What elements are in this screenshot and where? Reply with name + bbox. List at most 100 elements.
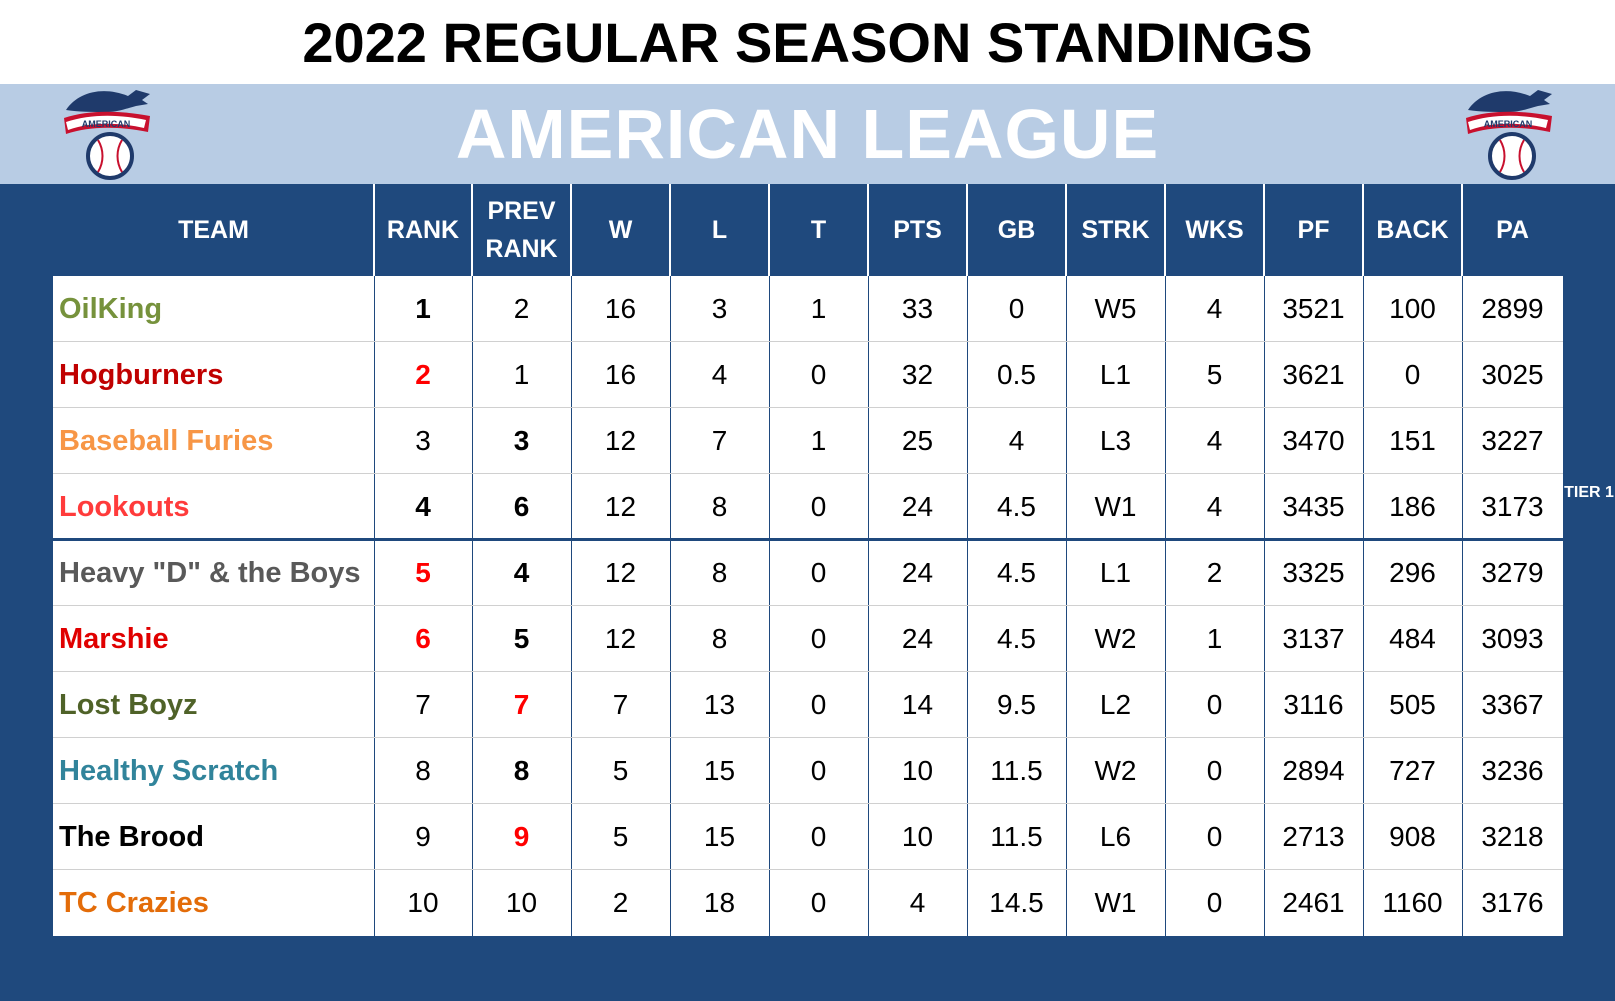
cell-gb: 4.5 <box>997 557 1036 588</box>
cell-pts: 24 <box>901 623 934 654</box>
cell-gb: 9.5 <box>997 689 1036 720</box>
cell-back: 727 <box>1389 755 1436 786</box>
cell-pts: 14 <box>901 689 934 720</box>
row-divider <box>53 671 1563 672</box>
column-divider <box>374 276 375 936</box>
cell-wks: 0 <box>1206 689 1223 720</box>
cell-pts: 25 <box>901 425 934 456</box>
header-divider <box>471 184 473 276</box>
column-header-pa: PA <box>1496 216 1529 244</box>
cell-pf: 3137 <box>1282 623 1345 654</box>
column-divider <box>1462 276 1463 936</box>
cell-t: 0 <box>810 821 827 852</box>
cell-w: 7 <box>612 689 629 720</box>
cell-rank: 5 <box>415 557 431 588</box>
cell-prev-rank: 9 <box>513 821 530 852</box>
team-name: TC Crazies <box>59 886 209 919</box>
cell-wks: 5 <box>1206 359 1223 390</box>
cell-pts: 10 <box>901 755 934 786</box>
cell-t: 0 <box>810 557 827 588</box>
cell-pa: 3279 <box>1481 557 1544 588</box>
row-divider <box>53 737 1563 738</box>
cell-strk: L1 <box>1099 557 1132 588</box>
american-league-logo: AMERICAN <box>1466 90 1552 180</box>
cell-back: 908 <box>1389 821 1436 852</box>
cell-t: 0 <box>810 491 827 522</box>
header-divider <box>570 184 572 276</box>
column-divider <box>571 276 572 936</box>
cell-pts: 10 <box>901 821 934 852</box>
column-divider <box>769 276 770 936</box>
team-name: OilKing <box>59 292 163 325</box>
cell-w: 12 <box>604 557 637 588</box>
column-header-team: TEAM <box>178 216 249 244</box>
cell-rank: 9 <box>415 821 431 852</box>
cell-wks: 2 <box>1206 557 1223 588</box>
header-divider <box>1263 184 1265 276</box>
column-divider <box>868 276 869 936</box>
team-name: Baseball Furies <box>59 424 274 457</box>
cell-w: 12 <box>604 623 637 654</box>
cell-rank: 10 <box>407 887 439 918</box>
cell-wks: 1 <box>1206 623 1223 654</box>
cell-w: 12 <box>604 491 637 522</box>
cell-t: 0 <box>810 887 827 918</box>
cell-back: 1160 <box>1382 887 1443 918</box>
cell-prev-rank: 10 <box>505 887 538 918</box>
cell-l: 7 <box>711 425 728 456</box>
svg-text:AMERICAN: AMERICAN <box>82 119 131 129</box>
cell-back: 186 <box>1389 491 1436 522</box>
cell-l: 18 <box>703 887 736 918</box>
cell-wks: 4 <box>1206 293 1223 324</box>
cell-pf: 3435 <box>1282 491 1345 522</box>
league-banner <box>0 84 1615 184</box>
column-divider <box>1264 276 1265 936</box>
cell-wks: 0 <box>1206 755 1223 786</box>
header-divider <box>669 184 671 276</box>
column-header-gb: GB <box>997 216 1036 244</box>
cell-gb: 4 <box>1008 425 1025 456</box>
cell-back: 0 <box>1404 359 1421 390</box>
cell-pts: 32 <box>901 359 934 390</box>
cell-w: 5 <box>612 755 629 786</box>
team-name: Lost Boyz <box>59 688 198 721</box>
column-header-t: T <box>810 216 827 244</box>
row-divider <box>53 803 1563 804</box>
row-divider <box>53 605 1563 606</box>
cell-pts: 24 <box>901 557 934 588</box>
cell-l: 15 <box>703 821 736 852</box>
cell-strk: W2 <box>1094 755 1137 786</box>
header-divider <box>1362 184 1364 276</box>
cell-l: 8 <box>711 623 728 654</box>
cell-prev-rank: 7 <box>513 689 530 720</box>
cell-pf: 3470 <box>1282 425 1345 456</box>
cell-strk: W1 <box>1094 887 1137 918</box>
cell-l: 15 <box>703 755 736 786</box>
column-header-prev-rank: PREV RANK <box>485 197 558 263</box>
cell-wks: 4 <box>1206 425 1223 456</box>
column-header-pf: PF <box>1297 216 1330 244</box>
cell-pts: 24 <box>901 491 934 522</box>
cell-rank: 7 <box>415 689 431 720</box>
cell-t: 0 <box>810 359 827 390</box>
cell-strk: L6 <box>1099 821 1132 852</box>
cell-wks: 0 <box>1206 821 1223 852</box>
cell-pf: 3325 <box>1282 557 1345 588</box>
header-divider <box>867 184 869 276</box>
cell-t: 0 <box>810 689 827 720</box>
cell-gb: 0 <box>1008 293 1025 324</box>
cell-w: 16 <box>604 359 637 390</box>
cell-gb: 0.5 <box>997 359 1036 390</box>
header-divider <box>1065 184 1067 276</box>
header-divider <box>768 184 770 276</box>
column-divider <box>670 276 671 936</box>
row-divider <box>53 341 1563 342</box>
cell-back: 505 <box>1389 689 1436 720</box>
cell-wks: 0 <box>1206 887 1223 918</box>
team-name: Marshie <box>59 622 169 655</box>
cell-pf: 3116 <box>1283 689 1344 720</box>
cell-pa: 3173 <box>1481 491 1544 522</box>
header-divider <box>373 184 375 276</box>
american-league-logo: AMERICAN <box>64 90 150 180</box>
cell-pa: 2899 <box>1481 293 1544 324</box>
